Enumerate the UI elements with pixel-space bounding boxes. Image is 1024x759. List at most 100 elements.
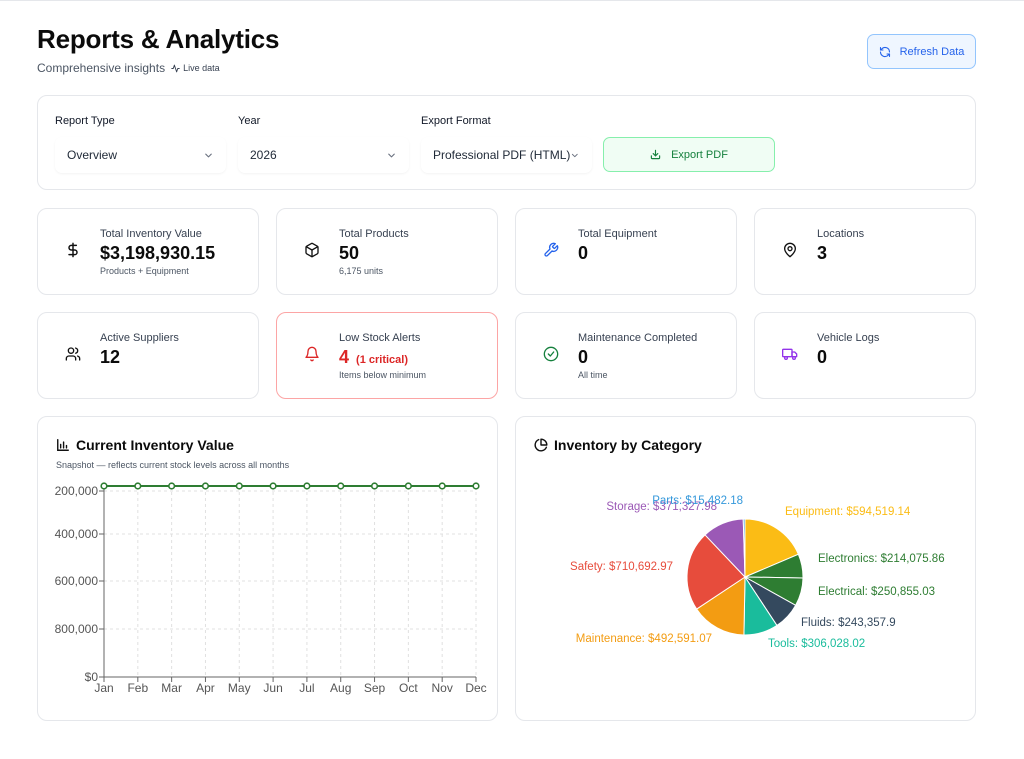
export-pdf-label: Export PDF — [671, 148, 728, 161]
x-tick-label: Sep — [364, 681, 386, 695]
users-icon — [64, 345, 82, 363]
pie-slice — [742, 518, 746, 578]
stat-value: 4 — [339, 347, 350, 367]
bell-icon — [303, 345, 321, 363]
data-point — [201, 482, 210, 490]
data-point — [472, 482, 480, 490]
pie-panel-title-text: Inventory by Category — [554, 437, 702, 453]
y-tick-label: $0 — [85, 670, 99, 684]
data-point — [370, 482, 379, 490]
inventory-by-category-chart: Equipment: $594,519.14 Electronics: $214,… — [570, 495, 945, 650]
refresh-icon — [879, 46, 890, 57]
x-tick-label: Aug — [330, 681, 351, 695]
x-tick-label: Feb — [127, 681, 148, 695]
line-panel-subtitle: Snapshot — reflects current stock levels… — [56, 460, 290, 470]
live-label: Live data — [183, 63, 220, 73]
wrench-icon — [542, 241, 560, 259]
inventory-by-category-panel: Equipment: $594,519.14 Electronics: $214,… — [515, 416, 976, 721]
inventory-value-panel: 200,000 400,000 600,000 800,000 $0 Jan Feb Mar A… — [37, 416, 498, 721]
x-tick-label: Jul — [299, 681, 314, 695]
data-point — [100, 482, 108, 490]
stat-label: Total Inventory Value — [100, 228, 202, 240]
pie-slice-label: Tools: $306,028.02 — [768, 638, 865, 650]
data-point — [168, 482, 176, 490]
box-icon — [303, 241, 321, 259]
pie-chart-icon — [534, 438, 548, 452]
stat-value: 12 — [100, 347, 121, 367]
activity-icon — [171, 64, 180, 72]
y-tick-label: 800,000 — [55, 622, 99, 636]
stat-maintenance-completed: Maintenance Completed 0 All time — [515, 312, 737, 399]
pie-slice-label: Storage: $371,327.98 — [606, 501, 717, 513]
stat-locations: Locations 3 — [754, 208, 976, 295]
top-divider — [0, 0, 1024, 1]
year-value: 2026 — [250, 148, 277, 162]
x-tick-label: Nov — [432, 681, 453, 695]
dollar-icon — [64, 241, 82, 259]
pie-slice-label: Equipment: $594,519.14 — [785, 506, 911, 518]
data-point — [404, 482, 412, 490]
data-point — [235, 482, 243, 490]
x-tick-label: Jun — [263, 681, 282, 695]
map-pin-icon — [781, 241, 799, 259]
data-point — [269, 482, 277, 490]
x-tick-label: May — [228, 681, 251, 695]
pie-slice-label: Maintenance: $492,591.07 — [576, 633, 712, 645]
year-select[interactable]: 2026 — [238, 137, 409, 173]
pie-slice-label: Fluids: $243,357.9 — [801, 617, 896, 629]
stat-value: 0 — [578, 347, 589, 367]
stat-total-equipment: Total Equipment 0 — [515, 208, 737, 295]
subtitle-text: Comprehensive insights — [37, 61, 166, 75]
data-point — [438, 482, 446, 490]
pie-slice — [686, 534, 746, 610]
data-point — [134, 482, 142, 490]
bar-chart-icon — [57, 439, 69, 451]
download-icon — [650, 149, 661, 160]
stat-label: Locations — [817, 228, 865, 240]
live-indicator: Live data — [171, 63, 220, 73]
y-tick-label: 200,000 — [55, 484, 99, 498]
stat-subtext: Items below minimum — [339, 370, 427, 380]
refresh-data-label: Refresh Data — [899, 45, 965, 58]
export-format-label: Export Format — [421, 115, 491, 127]
line-panel-title-text: Current Inventory Value — [76, 437, 234, 453]
pie-slice-label: Safety: $710,692.97 — [570, 561, 673, 573]
export-pdf-button[interactable]: Export PDF — [603, 137, 775, 172]
stat-low-stock-alerts: Low Stock Alerts 4 (1 critical) Items be… — [276, 312, 498, 399]
line-panel-title: Current Inventory Value — [56, 437, 234, 453]
page-subtitle: Comprehensive insights Live data — [37, 61, 220, 75]
stat-value: 0 — [817, 347, 828, 367]
x-tick-label: Jan — [94, 681, 113, 695]
year-label: Year — [238, 115, 261, 127]
stat-vehicle-logs: Vehicle Logs 0 — [754, 312, 976, 399]
x-tick-label: Apr — [196, 681, 215, 695]
refresh-data-button[interactable]: Refresh Data — [867, 34, 976, 69]
stat-subtext: Products + Equipment — [100, 266, 189, 276]
stat-subtext: All time — [578, 370, 608, 380]
pie-slice-label: Electrical: $250,855.03 — [818, 586, 935, 598]
pie-slice-label: Electronics: $214,075.86 — [818, 553, 945, 565]
stat-label: Total Equipment — [578, 228, 657, 240]
stat-total-products: Total Products 50 6,175 units — [276, 208, 498, 295]
stat-label: Vehicle Logs — [817, 332, 880, 344]
stat-total-inventory-value: Total Inventory Value $3,198,930.15 Prod… — [37, 208, 259, 295]
y-tick-label: 400,000 — [55, 527, 99, 541]
export-format-select[interactable]: Professional PDF (HTML) — [421, 137, 592, 173]
x-tick-label: Mar — [161, 681, 182, 695]
stat-label: Active Suppliers — [100, 332, 179, 344]
pie-panel-title: Inventory by Category — [534, 437, 702, 453]
check-circle-icon — [542, 345, 560, 363]
pie-slice-label: Parts: $15,482.18 — [652, 495, 743, 507]
stat-label: Maintenance Completed — [578, 332, 698, 344]
x-tick-label: Dec — [465, 681, 486, 695]
report-type-label: Report Type — [55, 115, 115, 127]
stat-label: Low Stock Alerts — [339, 332, 421, 344]
stat-subtext: 6,175 units — [339, 266, 384, 276]
truck-icon — [781, 345, 799, 363]
critical-count: (1 critical) — [356, 354, 408, 366]
stat-active-suppliers: Active Suppliers 12 — [37, 312, 259, 399]
pie-slice — [744, 518, 800, 578]
x-tick-label: Oct — [399, 681, 418, 695]
report-type-select[interactable]: Overview — [55, 137, 226, 173]
data-point — [303, 482, 311, 490]
